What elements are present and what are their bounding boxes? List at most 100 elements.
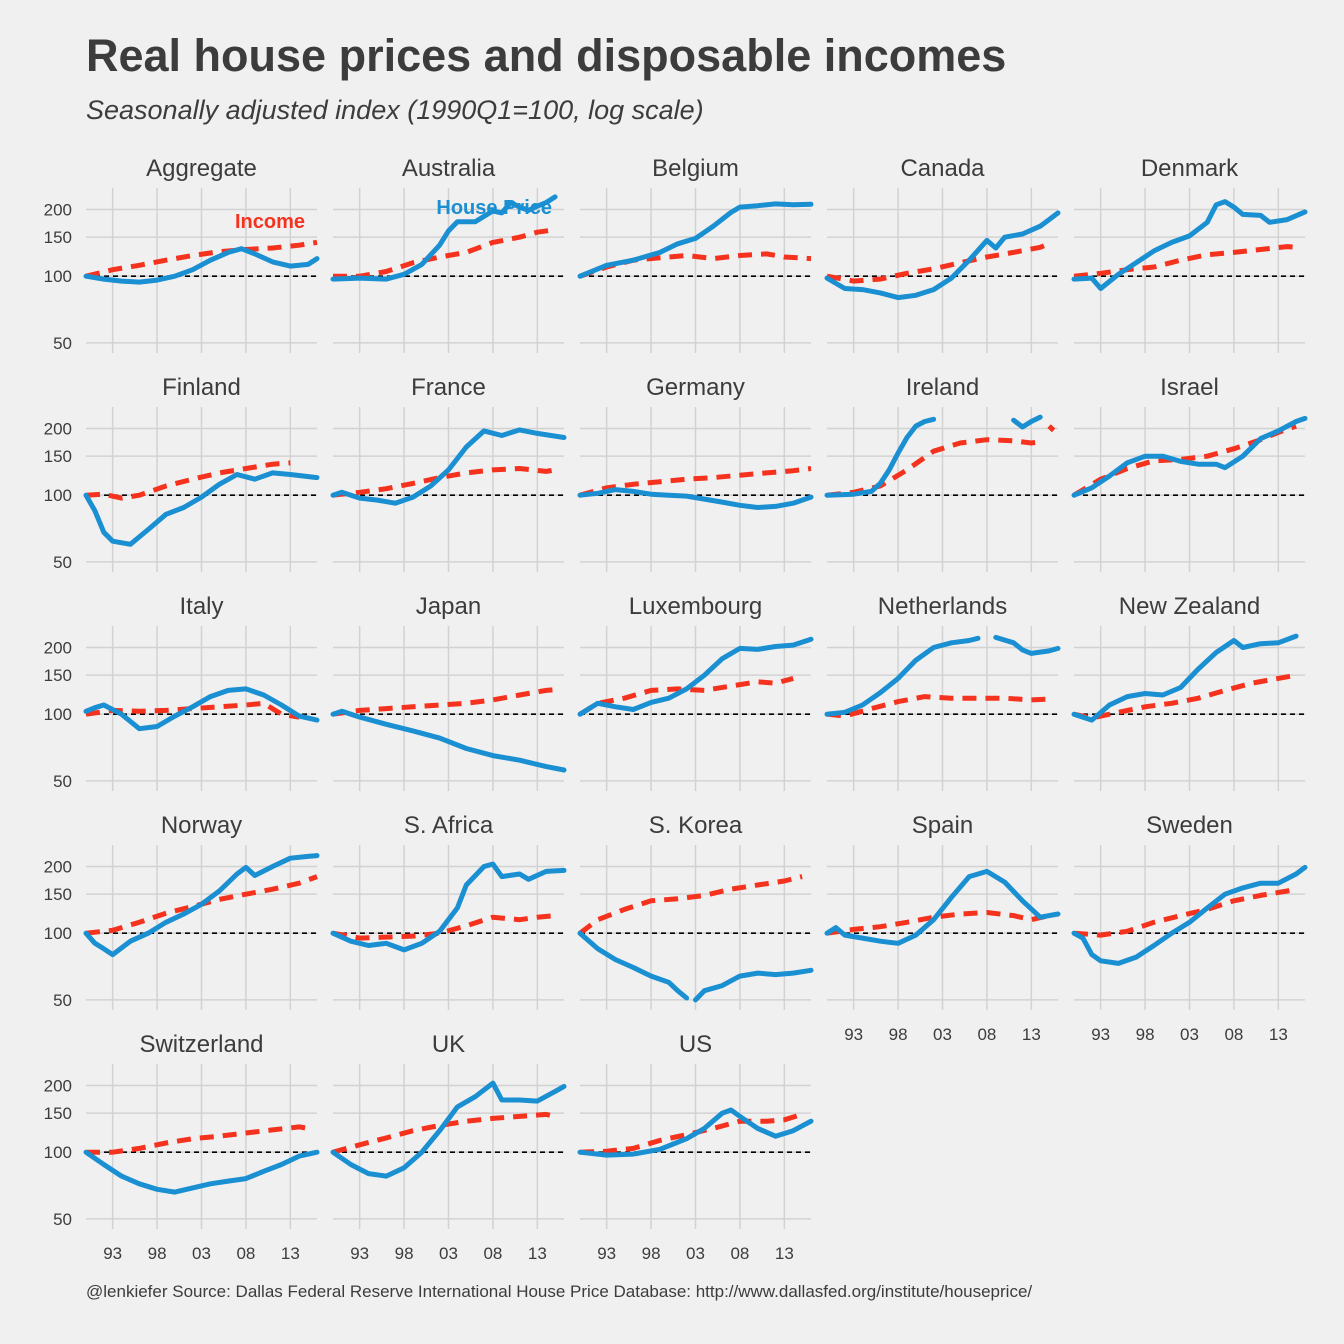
y-tick-label: 200	[44, 857, 72, 876]
x-tick-label: 03	[192, 1244, 211, 1263]
house-price-line	[1071, 864, 1308, 966]
panel-netherlands: Netherlands	[824, 593, 1061, 791]
income-line	[1073, 886, 1297, 938]
panel-italy: Italy 50 100 150 200	[44, 593, 320, 791]
panel-title: Aggregate	[146, 155, 257, 182]
x-tick-label: 08	[483, 1244, 502, 1263]
panel-canada: Canada	[824, 155, 1061, 353]
house-price-line	[577, 1107, 814, 1158]
x-tick-label: 93	[350, 1244, 369, 1263]
panel-us: US 93 98 03 08 13	[577, 1031, 814, 1263]
house-price-line	[693, 967, 814, 1003]
panel-norway: Norway 50 100 150 200	[44, 812, 320, 1010]
panel-sweden: Sweden 93 98 03 08 13	[1071, 812, 1308, 1044]
house-price-line	[83, 853, 320, 958]
house-price-line	[824, 635, 981, 717]
panel-uk: UK 93 98 03 08 13	[330, 1031, 567, 1263]
house-price-line	[824, 416, 937, 498]
income-line	[826, 437, 1041, 498]
x-tick-label: 13	[1269, 1025, 1288, 1044]
income-line	[332, 913, 556, 941]
y-tick-label: 100	[44, 486, 72, 505]
panel-title: Luxembourg	[629, 593, 762, 620]
panel-switzerland: Switzerland 50 100 150 200 93 98 03 08 13	[44, 1031, 320, 1263]
y-tick-label: 100	[44, 924, 72, 943]
y-tick-label: 100	[44, 1143, 72, 1162]
income-line	[826, 910, 1050, 936]
panel-title: Sweden	[1146, 812, 1233, 839]
y-tick-label: 150	[44, 447, 72, 466]
x-tick-label: 13	[281, 1244, 300, 1263]
x-tick-label: 03	[686, 1244, 705, 1263]
income-line	[1072, 423, 1297, 498]
x-tick-label: 03	[933, 1025, 952, 1044]
panel-aggregate: Aggregate 50 100 150 200 Income	[44, 155, 320, 353]
panel-australia: Australia House Price	[330, 155, 564, 353]
house-price-line	[1011, 414, 1043, 430]
y-tick-label: 200	[44, 638, 72, 657]
y-tick-label: 50	[53, 772, 72, 791]
x-tick-label: 13	[528, 1244, 547, 1263]
x-tick-label: 93	[1091, 1025, 1110, 1044]
x-tick-label: 08	[236, 1244, 255, 1263]
panel-title: UK	[432, 1031, 465, 1058]
x-tick-label: 98	[642, 1244, 661, 1263]
house-price-line	[83, 686, 320, 732]
house-price-line	[577, 930, 690, 1001]
panel-ireland: Ireland	[824, 374, 1058, 572]
panel-title: Netherlands	[878, 593, 1007, 620]
panel-spain: Spain 93 98 03 08 13	[824, 812, 1061, 1044]
panel-title: S. Korea	[649, 812, 743, 839]
income-line	[86, 1124, 309, 1155]
x-tick-label: 93	[844, 1025, 863, 1044]
y-tick-label: 150	[44, 885, 72, 904]
house-price-line	[330, 708, 567, 773]
panel-denmark: Denmark	[1071, 155, 1308, 353]
y-tick-label: 150	[44, 666, 72, 685]
panel-title: Norway	[161, 812, 242, 839]
panel-title: Finland	[162, 374, 241, 401]
house-price-line	[824, 210, 1061, 301]
house-price-line	[1071, 633, 1299, 723]
panel-new-zealand: New Zealand	[1071, 593, 1305, 791]
income-series-label: Income	[235, 211, 305, 233]
panel-s-africa: S. Africa	[330, 812, 567, 1010]
house-price-line	[993, 634, 1061, 656]
income-line	[578, 675, 794, 717]
house-price-line	[83, 246, 320, 285]
panel-germany: Germany	[577, 374, 814, 572]
y-tick-label: 50	[53, 553, 72, 572]
panel-title: US	[679, 1031, 712, 1058]
x-tick-label: 08	[730, 1244, 749, 1263]
house-price-line	[1071, 415, 1308, 498]
y-tick-label: 50	[53, 334, 72, 353]
x-tick-label: 03	[439, 1244, 458, 1263]
house-price-series-label: House Price	[436, 197, 552, 219]
income-line	[1047, 424, 1056, 433]
panel-title: Ireland	[906, 374, 979, 401]
income-line	[332, 687, 556, 717]
y-tick-label: 50	[53, 991, 72, 1010]
x-tick-label: 13	[775, 1244, 794, 1263]
panel-title: Denmark	[1141, 155, 1239, 182]
panel-title: Belgium	[652, 155, 739, 182]
income-line	[332, 466, 556, 498]
x-tick-label: 93	[103, 1244, 122, 1263]
x-tick-label: 98	[1136, 1025, 1155, 1044]
chart-subtitle: Seasonally adjusted index (1990Q1=100, l…	[86, 95, 704, 125]
y-tick-label: 150	[44, 1104, 72, 1123]
income-line	[1073, 672, 1297, 721]
panel-japan: Japan	[330, 593, 567, 791]
chart-title: Real house prices and disposable incomes	[86, 30, 1007, 81]
income-line	[332, 1111, 556, 1155]
panel-title: Switzerland	[139, 1031, 263, 1058]
house-price-line	[577, 636, 814, 717]
income-line	[826, 694, 1050, 719]
y-tick-label: 100	[44, 267, 72, 286]
house-price-line	[330, 861, 567, 953]
y-tick-label: 150	[44, 228, 72, 247]
x-tick-label: 13	[1022, 1025, 1041, 1044]
x-tick-label: 93	[597, 1244, 616, 1263]
panel-luxembourg: Luxembourg	[577, 593, 814, 791]
